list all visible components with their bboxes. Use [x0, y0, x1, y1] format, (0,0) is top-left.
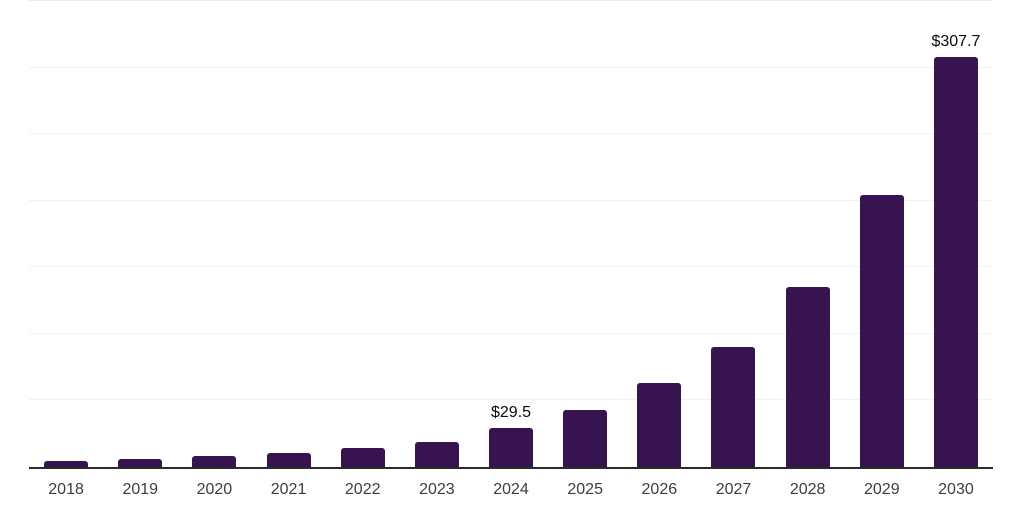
bar-2020 — [192, 455, 237, 467]
gridline — [29, 266, 993, 268]
bar-2025 — [563, 410, 608, 467]
bar-2029 — [859, 194, 904, 467]
bar-column-2018 — [29, 1, 103, 467]
gridline — [29, 332, 993, 334]
bar-column-2019 — [103, 1, 177, 467]
x-tick-label-2024: 2024 — [493, 481, 529, 498]
bar-column-2025 — [548, 1, 622, 467]
bar-2027 — [711, 346, 756, 467]
bar-value-label-2024: $29.5 — [490, 403, 532, 421]
bar-column-2024: $29.5 — [474, 1, 548, 467]
plot-area: $29.5 $307.7 — [29, 0, 993, 469]
bar-column-2027 — [696, 1, 770, 467]
x-tick-label-2022: 2022 — [344, 481, 381, 498]
bar-2030 — [933, 57, 978, 467]
market-growth-bar-chart: $29.5 $307.7 2018 2019 2020 2021 2022 2023 2024… — [29, 0, 993, 498]
bar-2019 — [118, 459, 163, 467]
bar-column-2030: $307.7 — [919, 1, 993, 467]
x-tick-label-2030: 2030 — [938, 481, 974, 498]
x-tick-label-2018: 2018 — [48, 481, 84, 498]
bar-column-2023 — [400, 1, 474, 467]
bar-column-2028 — [771, 1, 845, 467]
gridline — [29, 399, 993, 401]
x-axis-line — [29, 467, 993, 469]
bar-column-2022 — [326, 1, 400, 467]
bar-value-label-2030: $307.7 — [931, 33, 981, 51]
x-tick-label-2027: 2027 — [715, 481, 752, 498]
bar-column-2021 — [251, 1, 325, 467]
x-tick-label-2023: 2023 — [419, 481, 455, 498]
x-tick-label-2019: 2019 — [122, 481, 159, 498]
bar-2028 — [785, 287, 830, 467]
bar-column-2029 — [845, 1, 919, 467]
bar-2021 — [266, 453, 311, 467]
x-tick-label-2021: 2021 — [270, 481, 307, 498]
bars-container: $29.5 $307.7 — [29, 1, 993, 467]
bar-2026 — [637, 383, 682, 467]
gridline — [29, 66, 993, 68]
bar-column-2026 — [622, 1, 696, 467]
gridline — [29, 0, 993, 1]
bar-2023 — [414, 441, 459, 467]
x-tick-label-2028: 2028 — [789, 481, 826, 498]
bar-2024 — [489, 427, 534, 467]
x-tick-label-2029: 2029 — [864, 481, 900, 498]
bar-column-2020 — [177, 1, 251, 467]
x-axis-tick-labels: 2018 2019 2020 2021 2022 2023 2024 2025 2026 2027… — [29, 482, 993, 498]
bar-2022 — [340, 448, 385, 467]
bar-2018 — [44, 461, 89, 467]
x-tick-label-2026: 2026 — [641, 481, 678, 498]
x-tick-label-2025: 2025 — [567, 481, 603, 498]
gridline — [29, 199, 993, 201]
x-tick-label-2020: 2020 — [196, 481, 233, 498]
gridline — [29, 133, 993, 135]
